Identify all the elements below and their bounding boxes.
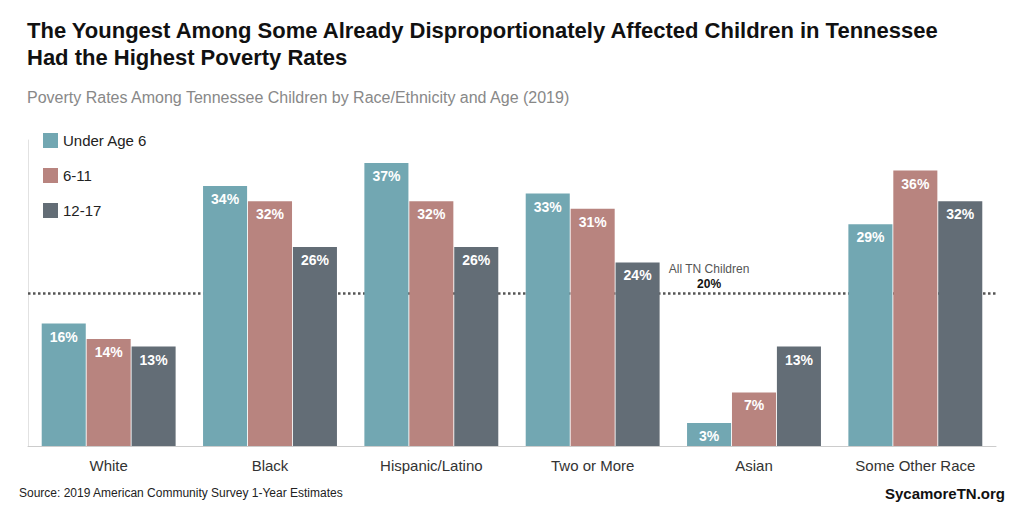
svg-text:13%: 13% <box>140 352 169 368</box>
svg-text:34%: 34% <box>211 191 240 207</box>
svg-text:Black: Black <box>252 457 289 474</box>
svg-text:33%: 33% <box>534 199 563 215</box>
svg-text:20%: 20% <box>697 277 721 291</box>
svg-text:16%: 16% <box>50 329 79 345</box>
svg-text:26%: 26% <box>462 252 491 268</box>
svg-text:All TN Children: All TN Children <box>669 262 749 276</box>
svg-text:32%: 32% <box>946 206 975 222</box>
svg-text:36%: 36% <box>901 176 930 192</box>
svg-text:White: White <box>89 457 127 474</box>
svg-text:37%: 37% <box>372 168 401 184</box>
svg-text:14%: 14% <box>95 344 124 360</box>
svg-text:13%: 13% <box>785 352 814 368</box>
svg-text:Hispanic/Latino: Hispanic/Latino <box>380 457 483 474</box>
svg-text:Poverty Rates Among Tennessee: Poverty Rates Among Tennessee Children b… <box>27 89 569 106</box>
svg-text:29%: 29% <box>856 229 885 245</box>
svg-text:Under Age 6: Under Age 6 <box>63 132 146 149</box>
svg-text:31%: 31% <box>579 214 608 230</box>
svg-text:Asian: Asian <box>735 457 773 474</box>
svg-text:Had the Highest Poverty Rates: Had the Highest Poverty Rates <box>27 45 347 70</box>
svg-text:26%: 26% <box>301 252 330 268</box>
svg-text:7%: 7% <box>744 397 765 413</box>
svg-text:Two or More: Two or More <box>551 457 634 474</box>
svg-text:The Youngest Among Some Alread: The Youngest Among Some Already Dispropo… <box>27 18 944 43</box>
svg-text:Source: 2019 American Communit: Source: 2019 American Community Survey 1… <box>19 486 343 500</box>
svg-text:SycamoreTN.org: SycamoreTN.org <box>885 485 1005 502</box>
svg-text:12-17: 12-17 <box>63 202 101 219</box>
svg-text:24%: 24% <box>624 267 653 283</box>
svg-text:3%: 3% <box>699 428 720 444</box>
svg-text:Some Other Race: Some Other Race <box>855 457 975 474</box>
svg-text:32%: 32% <box>417 206 446 222</box>
svg-text:32%: 32% <box>256 206 285 222</box>
svg-text:6-11: 6-11 <box>63 167 92 184</box>
